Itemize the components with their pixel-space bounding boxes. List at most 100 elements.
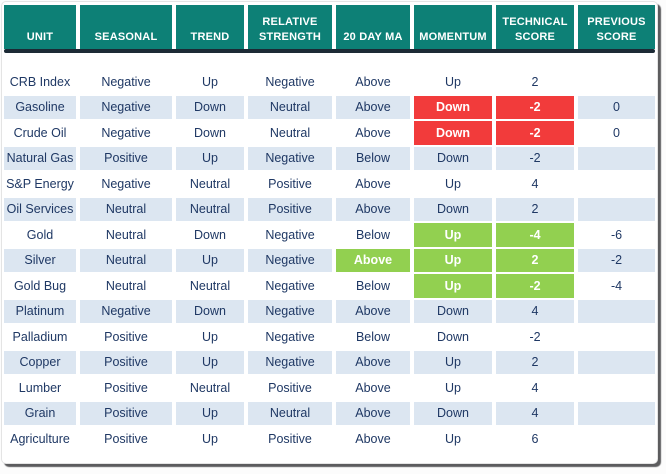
cell-twenty-day-ma: Above [336, 427, 410, 451]
cell-trend: Neutral [176, 197, 244, 221]
cell-twenty-day-ma: Below [336, 146, 410, 170]
cell-trend: Up [176, 350, 244, 374]
column-header-seasonal: SEASONAL [80, 5, 172, 49]
cell-previous-score [578, 172, 655, 196]
cell-seasonal: Positive [80, 376, 172, 400]
cell-technical-score: 4 [496, 172, 574, 196]
cell-twenty-day-ma: Above [336, 350, 410, 374]
cell-relative-strength: Negative [248, 274, 332, 298]
cell-technical-score: 4 [496, 376, 574, 400]
cell-relative-strength: Positive [248, 172, 332, 196]
table-body: CRB Index Negative Up Negative Above Up 2 Gasol… [4, 70, 655, 451]
cell-unit: Natural Gas [4, 146, 76, 170]
cell-unit: Agriculture [4, 427, 76, 451]
cell-trend: Up [176, 401, 244, 425]
cell-relative-strength: Negative [248, 350, 332, 374]
cell-trend: Up [176, 427, 244, 451]
cell-momentum: Up [414, 376, 492, 400]
bottom-border-bar [4, 462, 655, 463]
cell-previous-score [578, 146, 655, 170]
cell-trend: Neutral [176, 376, 244, 400]
cell-previous-score [578, 401, 655, 425]
cell-unit: Oil Services [4, 197, 76, 221]
cell-seasonal: Positive [80, 401, 172, 425]
cell-twenty-day-ma: Above [336, 70, 410, 94]
cell-momentum: Up [414, 350, 492, 374]
cell-technical-score: -2 [496, 325, 574, 349]
header-spacer [4, 53, 655, 70]
cell-previous-score: -2 [578, 248, 655, 272]
cell-relative-strength: Neutral [248, 121, 332, 145]
cell-unit: Gold Bug [4, 274, 76, 298]
cell-momentum: Down [414, 401, 492, 425]
cell-twenty-day-ma: Below [336, 223, 410, 247]
cell-technical-score: 4 [496, 401, 574, 425]
cell-technical-score: -2 [496, 146, 574, 170]
cell-unit: Lumber [4, 376, 76, 400]
cell-twenty-day-ma: Below [336, 274, 410, 298]
cell-twenty-day-ma: Above [336, 121, 410, 145]
cell-seasonal: Neutral [80, 197, 172, 221]
cell-momentum: Up [414, 223, 492, 247]
scorecard-table: UNIT SEASONAL TREND RELATIVE STRENGTH 20 DAY… [1, 1, 658, 464]
cell-momentum: Down [414, 95, 492, 119]
cell-relative-strength: Negative [248, 299, 332, 323]
column-header-relative-strength: RELATIVE STRENGTH [248, 5, 332, 49]
column-header-20-day-ma: 20 DAY MA [336, 5, 410, 49]
cell-technical-score: 2 [496, 70, 574, 94]
cell-momentum: Up [414, 427, 492, 451]
cell-previous-score [578, 350, 655, 374]
cell-twenty-day-ma: Above [336, 299, 410, 323]
cell-seasonal: Neutral [80, 274, 172, 298]
cell-seasonal: Positive [80, 146, 172, 170]
cell-unit: Grain [4, 401, 76, 425]
cell-unit: S&P Energy [4, 172, 76, 196]
cell-trend: Down [176, 299, 244, 323]
cell-relative-strength: Negative [248, 325, 332, 349]
cell-momentum: Up [414, 172, 492, 196]
cell-relative-strength: Positive [248, 427, 332, 451]
cell-previous-score [578, 299, 655, 323]
cell-seasonal: Positive [80, 325, 172, 349]
cell-relative-strength: Negative [248, 248, 332, 272]
cell-unit: Silver [4, 248, 76, 272]
cell-unit: Copper [4, 350, 76, 374]
cell-previous-score: 0 [578, 95, 655, 119]
cell-relative-strength: Neutral [248, 401, 332, 425]
cell-unit: Platinum [4, 299, 76, 323]
cell-twenty-day-ma: Above [336, 95, 410, 119]
cell-momentum: Down [414, 146, 492, 170]
cell-seasonal: Positive [80, 350, 172, 374]
cell-technical-score: 2 [496, 350, 574, 374]
cell-seasonal: Negative [80, 70, 172, 94]
column-header-previous-score: PREVIOUS SCORE [578, 5, 655, 49]
cell-relative-strength: Negative [248, 146, 332, 170]
cell-unit: CRB Index [4, 70, 76, 94]
cell-relative-strength: Positive [248, 197, 332, 221]
cell-previous-score [578, 70, 655, 94]
cell-trend: Down [176, 223, 244, 247]
cell-momentum: Up [414, 274, 492, 298]
cell-momentum: Up [414, 248, 492, 272]
cell-technical-score: 2 [496, 248, 574, 272]
cell-momentum: Up [414, 70, 492, 94]
cell-seasonal: Negative [80, 95, 172, 119]
cell-previous-score [578, 325, 655, 349]
cell-technical-score: 6 [496, 427, 574, 451]
cell-unit: Palladium [4, 325, 76, 349]
cell-twenty-day-ma: Above [336, 172, 410, 196]
cell-unit: Gasoline [4, 95, 76, 119]
table-header-row: UNIT SEASONAL TREND RELATIVE STRENGTH 20 DAY… [4, 5, 655, 49]
cell-unit: Crude Oil [4, 121, 76, 145]
column-header-unit: UNIT [4, 5, 76, 49]
footer-spacer [4, 451, 655, 463]
cell-trend: Down [176, 95, 244, 119]
cell-trend: Up [176, 325, 244, 349]
cell-trend: Up [176, 70, 244, 94]
cell-technical-score: -4 [496, 223, 574, 247]
cell-momentum: Down [414, 197, 492, 221]
cell-momentum: Down [414, 299, 492, 323]
cell-previous-score [578, 427, 655, 451]
cell-technical-score: -2 [496, 274, 574, 298]
cell-trend: Up [176, 146, 244, 170]
